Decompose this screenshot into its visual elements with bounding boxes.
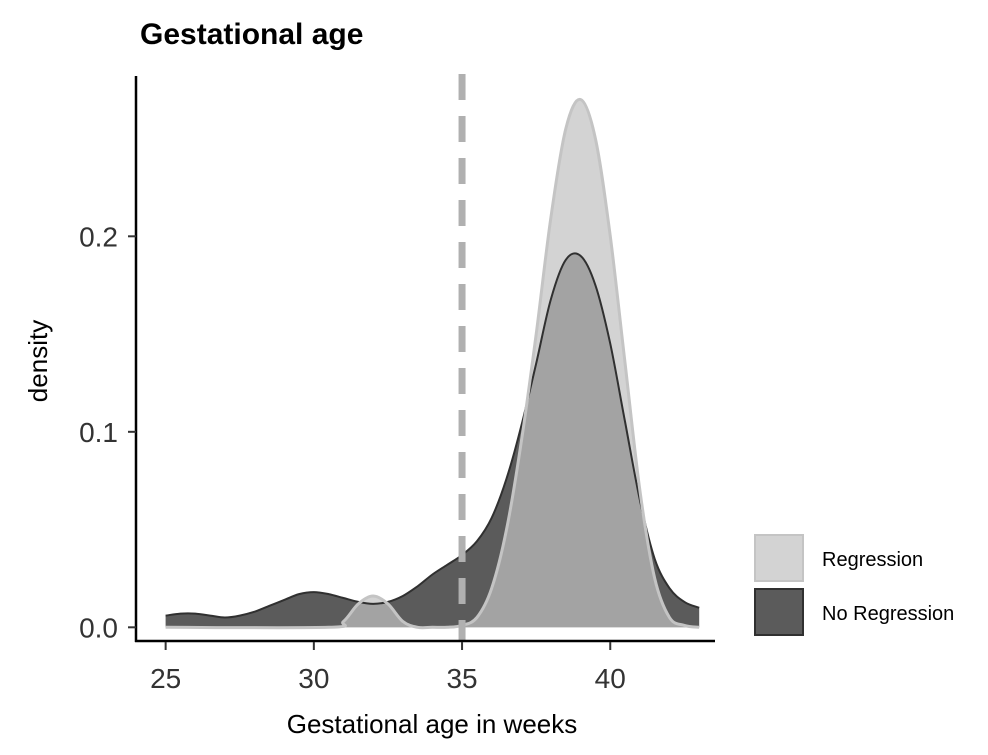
legend-key-regression — [754, 534, 804, 582]
series-overlap-area — [165, 253, 700, 628]
legend-label-no-regression: No Regression — [822, 603, 954, 625]
x-tick-label: 35 — [446, 663, 477, 694]
plot-area — [165, 74, 700, 641]
x-tick-label: 40 — [595, 663, 626, 694]
x-tick-label: 30 — [298, 663, 329, 694]
series-line-no-regression — [165, 252, 700, 619]
legend-key-no-regression — [754, 588, 804, 636]
axes: 25 30 35 40 0.0 0.1 0.2 — [79, 76, 715, 694]
y-ticks: 0.0 0.1 0.2 — [79, 221, 136, 643]
chart-title: Gestational age — [140, 18, 363, 51]
legend: Regression No Regression — [754, 534, 954, 636]
y-tick-label: 0.1 — [79, 417, 118, 448]
y-tick-label: 0.2 — [79, 221, 118, 252]
x-axis-title: Gestational age in weeks — [287, 709, 578, 739]
legend-label-regression: Regression — [822, 549, 923, 571]
y-axis-title: density — [23, 320, 53, 402]
y-tick-label: 0.0 — [79, 612, 118, 643]
series-line-regression — [165, 97, 700, 630]
x-tick-label: 25 — [150, 663, 181, 694]
x-ticks: 25 30 35 40 — [150, 642, 626, 694]
